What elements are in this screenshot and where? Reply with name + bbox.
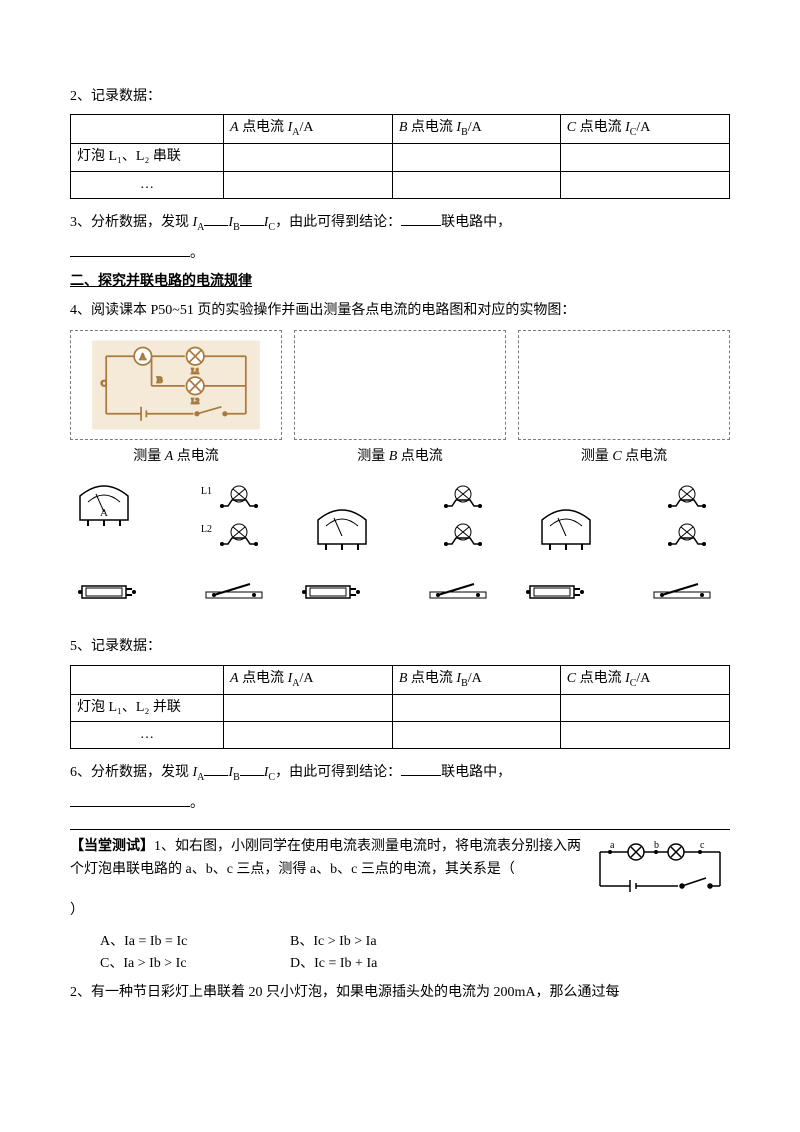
item2-table: A 点电流 IA/A B 点电流 IB/A C 点电流 IC/A 灯泡 L₁、L…	[70, 114, 730, 199]
equip-cell-c	[518, 476, 730, 606]
h3: C 点电流 IC/A	[560, 665, 729, 694]
svg-text:L1: L1	[191, 368, 199, 376]
cell	[224, 694, 393, 721]
section2-title: 二、探究并联电路的电流规律	[70, 274, 252, 289]
h1: A 点电流 IA/A	[224, 665, 393, 694]
h2: B 点电流 IB/A	[392, 115, 560, 144]
item6-text: 6、分析数据，发现 IAIBIC，由此可得到结论：联电路中，	[70, 761, 730, 786]
q1-options: A、Ia = Ib = Ic B、Ic > Ib > Ia C、Ia > Ib …	[70, 931, 730, 976]
test-section: a b c 【当堂测试】1、如右图，小刚同学在使用电流表测量电流时，将电流表分别…	[70, 836, 730, 975]
cell	[560, 144, 729, 171]
battery-icon	[524, 580, 586, 602]
svg-text:A: A	[140, 352, 147, 362]
ammeter-icon: A	[76, 480, 132, 526]
ammeter-icon	[538, 504, 594, 550]
h0	[71, 665, 224, 694]
cell	[392, 694, 560, 721]
row2-label: …	[71, 171, 224, 198]
circuit-box-b	[294, 330, 506, 440]
equip-cell-b	[294, 476, 506, 606]
svg-text:A: A	[100, 507, 108, 519]
cell	[560, 694, 729, 721]
opt-a: A、Ia = Ib = Ic	[100, 931, 290, 953]
opt-b: B、Ic > Ib > Ia	[290, 931, 480, 953]
h2: B 点电流 IB/A	[392, 665, 560, 694]
equip-cell-a: A L1 L2	[70, 476, 282, 606]
cell	[560, 721, 729, 748]
bulb-l1-icon	[664, 484, 710, 508]
cell	[224, 144, 393, 171]
bulb-l1-icon	[216, 484, 262, 508]
item4-text: 4、阅读课本 P50~51 页的实验操作并画出测量各点电流的电路图和对应的实物图…	[70, 300, 730, 322]
equipment-row: A L1 L2	[70, 476, 730, 606]
ammeter-icon	[314, 504, 370, 550]
svg-text:L2: L2	[191, 397, 199, 405]
cell	[392, 721, 560, 748]
svg-text:B: B	[157, 374, 163, 384]
cell	[560, 171, 729, 198]
row1-label: 灯泡 L₁、L₂ 串联	[71, 144, 224, 171]
cell	[224, 721, 393, 748]
caption-b: 测量 B 点电流	[294, 446, 506, 468]
h1: A 点电流 IA/A	[224, 115, 393, 144]
l1-label: L1	[201, 484, 212, 500]
bulb-l2-icon	[664, 522, 710, 546]
q1-close: ）	[70, 903, 84, 918]
parallel-circuit-diagram: A L1 L2 C B	[77, 337, 275, 433]
switch-icon	[428, 580, 488, 600]
row2-label: …	[71, 721, 224, 748]
battery-icon	[300, 580, 362, 602]
q2-text: 2、有一种节日彩灯上串联着 20 只小灯泡，如果电源插头处的电流为 200mA，…	[70, 982, 730, 1004]
bulb-l2-icon	[216, 522, 262, 546]
row1-label: 灯泡 L₁、L₂ 并联	[71, 694, 224, 721]
cell	[224, 171, 393, 198]
item3-blank	[70, 242, 190, 257]
opt-d: D、Ic = Ib + Ia	[290, 953, 480, 975]
switch-icon	[652, 580, 712, 600]
bulb-l1-icon	[440, 484, 486, 508]
svg-text:C: C	[101, 378, 107, 388]
test-header: 【当堂测试】	[70, 839, 154, 854]
q1-circuit-figure: a b c	[590, 836, 730, 900]
divider	[70, 829, 730, 830]
cell	[392, 144, 560, 171]
svg-text:c: c	[700, 840, 705, 851]
l2-label: L2	[201, 522, 212, 538]
h0	[71, 115, 224, 144]
item5-label: 5、记录数据：	[70, 636, 730, 658]
svg-text:b: b	[654, 840, 659, 851]
item6-blank	[70, 792, 190, 807]
circuit-diagram-row: A L1 L2 C B	[70, 330, 730, 440]
switch-icon	[204, 580, 264, 600]
h3: C 点电流 IC/A	[560, 115, 729, 144]
bulb-l2-icon	[440, 522, 486, 546]
caption-c: 测量 C 点电流	[518, 446, 730, 468]
circuit-box-c	[518, 330, 730, 440]
item2-label: 2、记录数据：	[70, 86, 730, 108]
opt-c: C、Ia > Ib > Ic	[100, 953, 290, 975]
svg-text:a: a	[610, 840, 615, 851]
cell	[392, 171, 560, 198]
item3-text: 3、分析数据，发现 IAIBIC，由此可得到结论：联电路中，	[70, 211, 730, 236]
caption-row: 测量 A 点电流 测量 B 点电流 测量 C 点电流	[70, 446, 730, 468]
circuit-box-a: A L1 L2 C B	[70, 330, 282, 440]
item5-table: A 点电流 IA/A B 点电流 IB/A C 点电流 IC/A 灯泡 L₁、L…	[70, 665, 730, 750]
battery-icon	[76, 580, 138, 602]
caption-a: 测量 A 点电流	[70, 446, 282, 468]
